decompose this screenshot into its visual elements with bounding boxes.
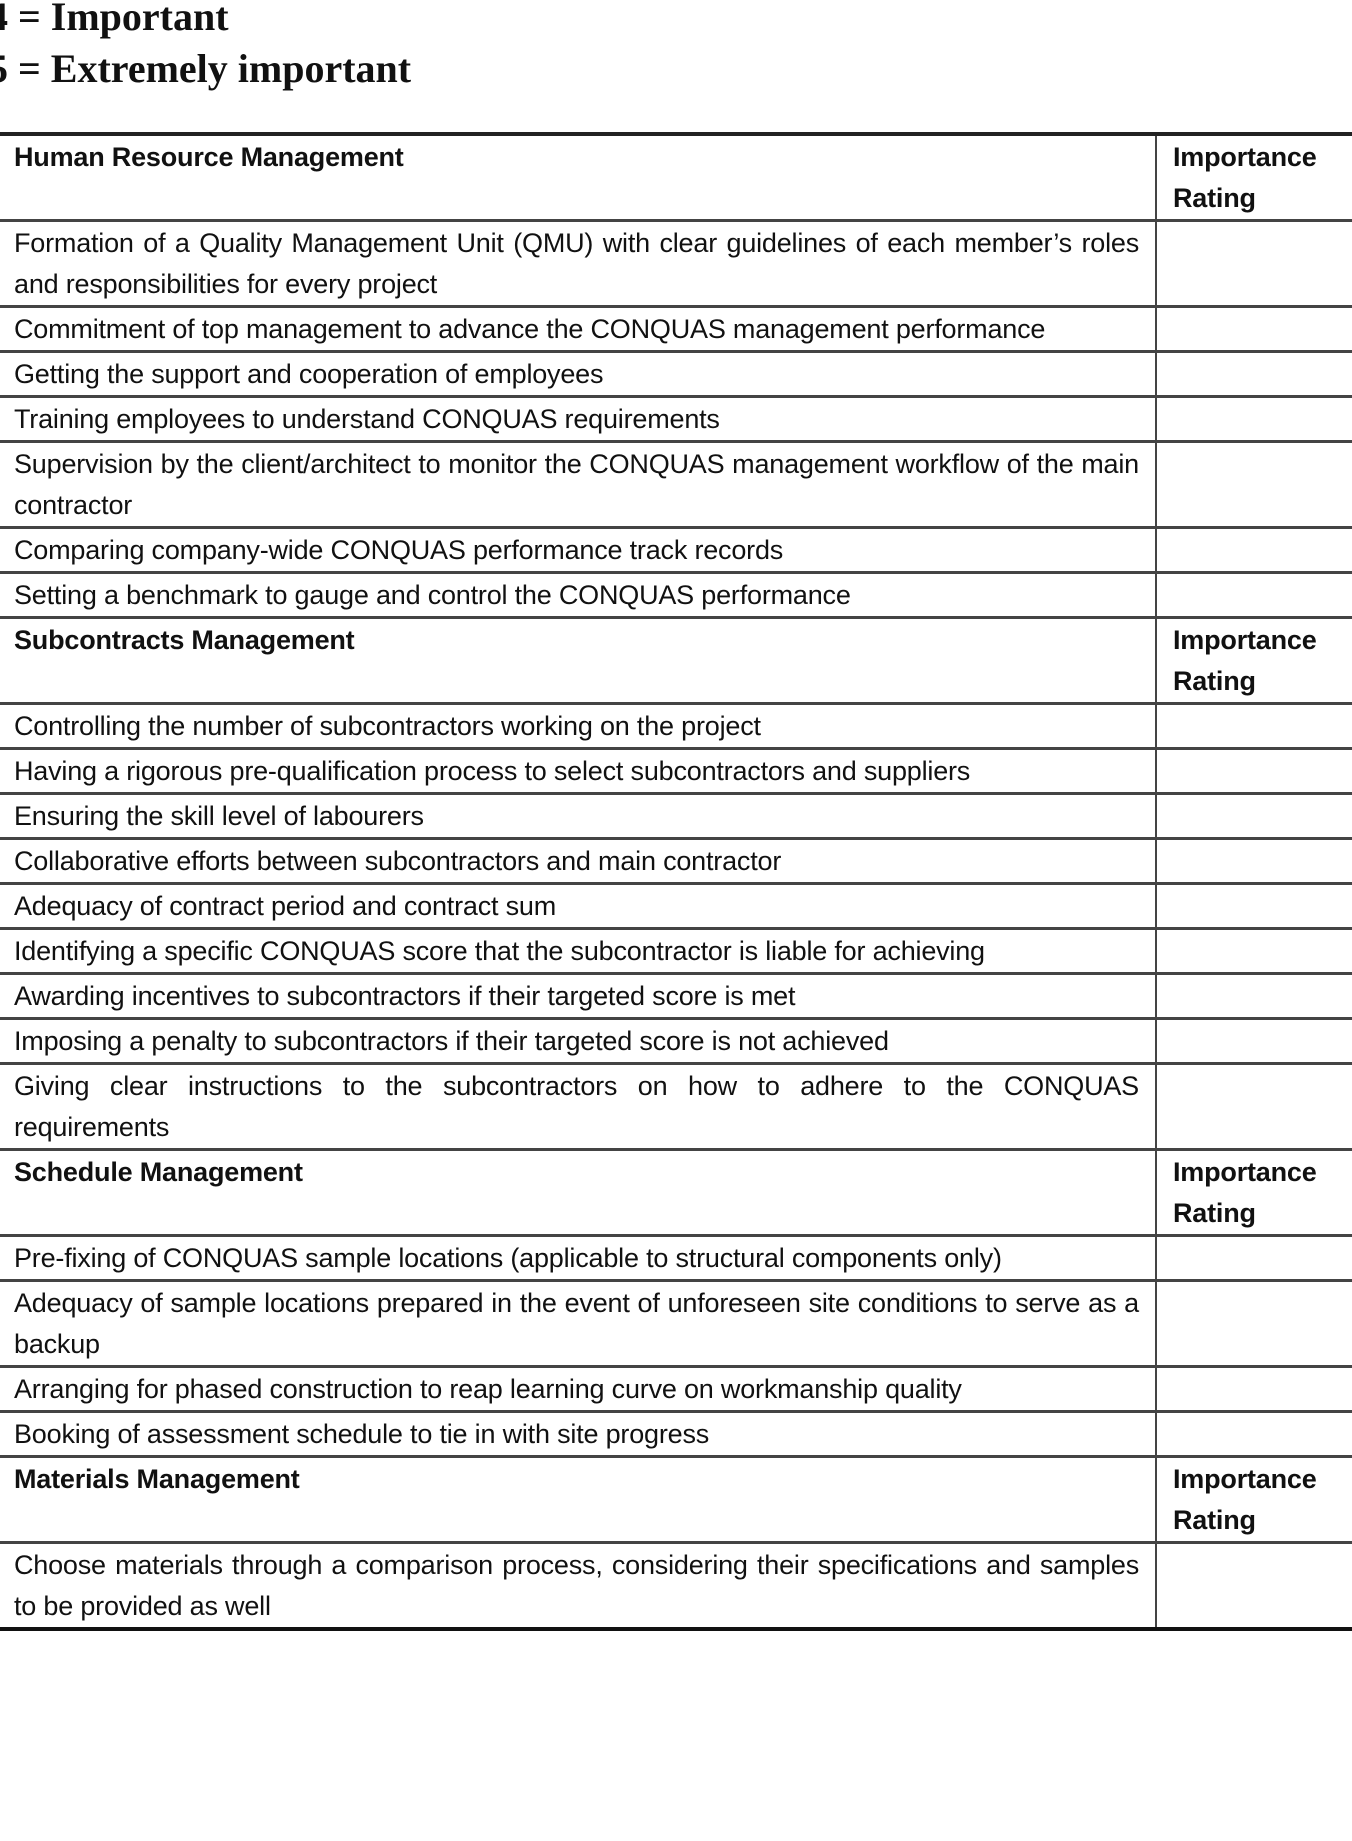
- factor-text: Giving clear instructions to the subcont…: [0, 1063, 1156, 1151]
- factor-text: Choose materials through a comparison pr…: [0, 1542, 1156, 1631]
- table-row: Collaborative efforts between subcontrac…: [0, 838, 1352, 885]
- rating-cell[interactable]: [1155, 928, 1352, 975]
- factor-text: Setting a benchmark to gauge and control…: [0, 572, 1156, 619]
- rating-cell[interactable]: [1155, 1063, 1352, 1151]
- rating-header: Importance Rating: [1155, 617, 1352, 705]
- rating-cell[interactable]: [1155, 1235, 1352, 1282]
- table-row: Ensuring the skill level of labourers: [0, 793, 1352, 840]
- section-header-row: Human Resource Management Importance Rat…: [0, 134, 1352, 222]
- factor-text: Imposing a penalty to subcontractors if …: [0, 1018, 1156, 1065]
- rating-header: Importance Rating: [1155, 1149, 1352, 1237]
- rating-cell[interactable]: [1155, 973, 1352, 1020]
- factor-text: Having a rigorous pre-qualification proc…: [0, 748, 1156, 795]
- rating-cell[interactable]: [1155, 1366, 1352, 1413]
- factor-text: Adequacy of sample locations prepared in…: [0, 1280, 1156, 1368]
- table-row: Pre-fixing of CONQUAS sample locations (…: [0, 1235, 1352, 1282]
- rating-cell[interactable]: [1155, 793, 1352, 840]
- table-row: Arranging for phased construction to rea…: [0, 1366, 1352, 1413]
- factor-text: Arranging for phased construction to rea…: [0, 1366, 1156, 1413]
- table-row: Adequacy of sample locations prepared in…: [0, 1280, 1352, 1368]
- factor-text: Supervision by the client/architect to m…: [0, 441, 1156, 529]
- table-row: Imposing a penalty to subcontractors if …: [0, 1018, 1352, 1065]
- rating-cell[interactable]: [1155, 1542, 1352, 1631]
- section-header-row: Materials Management Importance Rating: [0, 1456, 1352, 1544]
- rating-header: Importance Rating: [1155, 1456, 1352, 1544]
- table-row: Controlling the number of subcontractors…: [0, 703, 1352, 750]
- section-title: Materials Management: [0, 1456, 1156, 1544]
- section-header-row: Subcontracts Management Importance Ratin…: [0, 617, 1352, 705]
- factor-text: Controlling the number of subcontractors…: [0, 703, 1156, 750]
- section-title: Schedule Management: [0, 1149, 1156, 1237]
- table-row: Commitment of top management to advance …: [0, 306, 1352, 353]
- rating-cell[interactable]: [1155, 527, 1352, 574]
- rating-cell[interactable]: [1155, 306, 1352, 353]
- table-row: Awarding incentives to subcontractors if…: [0, 973, 1352, 1020]
- factor-text: Getting the support and cooperation of e…: [0, 351, 1156, 398]
- table-row: Booking of assessment schedule to tie in…: [0, 1411, 1352, 1458]
- table-row: Having a rigorous pre-qualification proc…: [0, 748, 1352, 795]
- rating-cell[interactable]: [1155, 441, 1352, 529]
- factor-text: Pre-fixing of CONQUAS sample locations (…: [0, 1235, 1156, 1282]
- factor-text: Adequacy of contract period and contract…: [0, 883, 1156, 930]
- factor-text: Training employees to understand CONQUAS…: [0, 396, 1156, 443]
- rating-cell[interactable]: [1155, 220, 1352, 308]
- table-row: Formation of a Quality Management Unit (…: [0, 220, 1352, 308]
- section-header-row: Schedule Management Importance Rating: [0, 1149, 1352, 1237]
- table-row: Giving clear instructions to the subcont…: [0, 1063, 1352, 1151]
- table-row: Identifying a specific CONQUAS score tha…: [0, 928, 1352, 975]
- factor-text: Ensuring the skill level of labourers: [0, 793, 1156, 840]
- section-title: Human Resource Management: [0, 134, 1156, 222]
- factor-text: Commitment of top management to advance …: [0, 306, 1156, 353]
- rating-cell[interactable]: [1155, 883, 1352, 930]
- importance-rating-table: Human Resource Management Importance Rat…: [0, 132, 1352, 1631]
- factor-text: Formation of a Quality Management Unit (…: [0, 220, 1156, 308]
- rating-cell[interactable]: [1155, 1411, 1352, 1458]
- rating-cell[interactable]: [1155, 396, 1352, 443]
- factor-text: Collaborative efforts between subcontrac…: [0, 838, 1156, 885]
- legend-important: 4 = Important: [0, 0, 229, 39]
- rating-cell[interactable]: [1155, 1280, 1352, 1368]
- table-row: Adequacy of contract period and contract…: [0, 883, 1352, 930]
- rating-cell[interactable]: [1155, 1018, 1352, 1065]
- section-title: Subcontracts Management: [0, 617, 1156, 705]
- table-row: Choose materials through a comparison pr…: [0, 1542, 1352, 1631]
- table-row: Training employees to understand CONQUAS…: [0, 396, 1352, 443]
- rating-header: Importance Rating: [1155, 134, 1352, 222]
- factor-text: Identifying a specific CONQUAS score tha…: [0, 928, 1156, 975]
- factor-text: Booking of assessment schedule to tie in…: [0, 1411, 1156, 1458]
- legend-extremely-important: 5 = Extremely important: [0, 46, 412, 91]
- factor-text: Comparing company-wide CONQUAS performan…: [0, 527, 1156, 574]
- table-row: Supervision by the client/architect to m…: [0, 441, 1352, 529]
- rating-cell[interactable]: [1155, 748, 1352, 795]
- table-row: Comparing company-wide CONQUAS performan…: [0, 527, 1352, 574]
- table-row: Setting a benchmark to gauge and control…: [0, 572, 1352, 619]
- factor-text: Awarding incentives to subcontractors if…: [0, 973, 1156, 1020]
- rating-cell[interactable]: [1155, 351, 1352, 398]
- rating-cell[interactable]: [1155, 572, 1352, 619]
- rating-cell[interactable]: [1155, 838, 1352, 885]
- rating-cell[interactable]: [1155, 703, 1352, 750]
- table-row: Getting the support and cooperation of e…: [0, 351, 1352, 398]
